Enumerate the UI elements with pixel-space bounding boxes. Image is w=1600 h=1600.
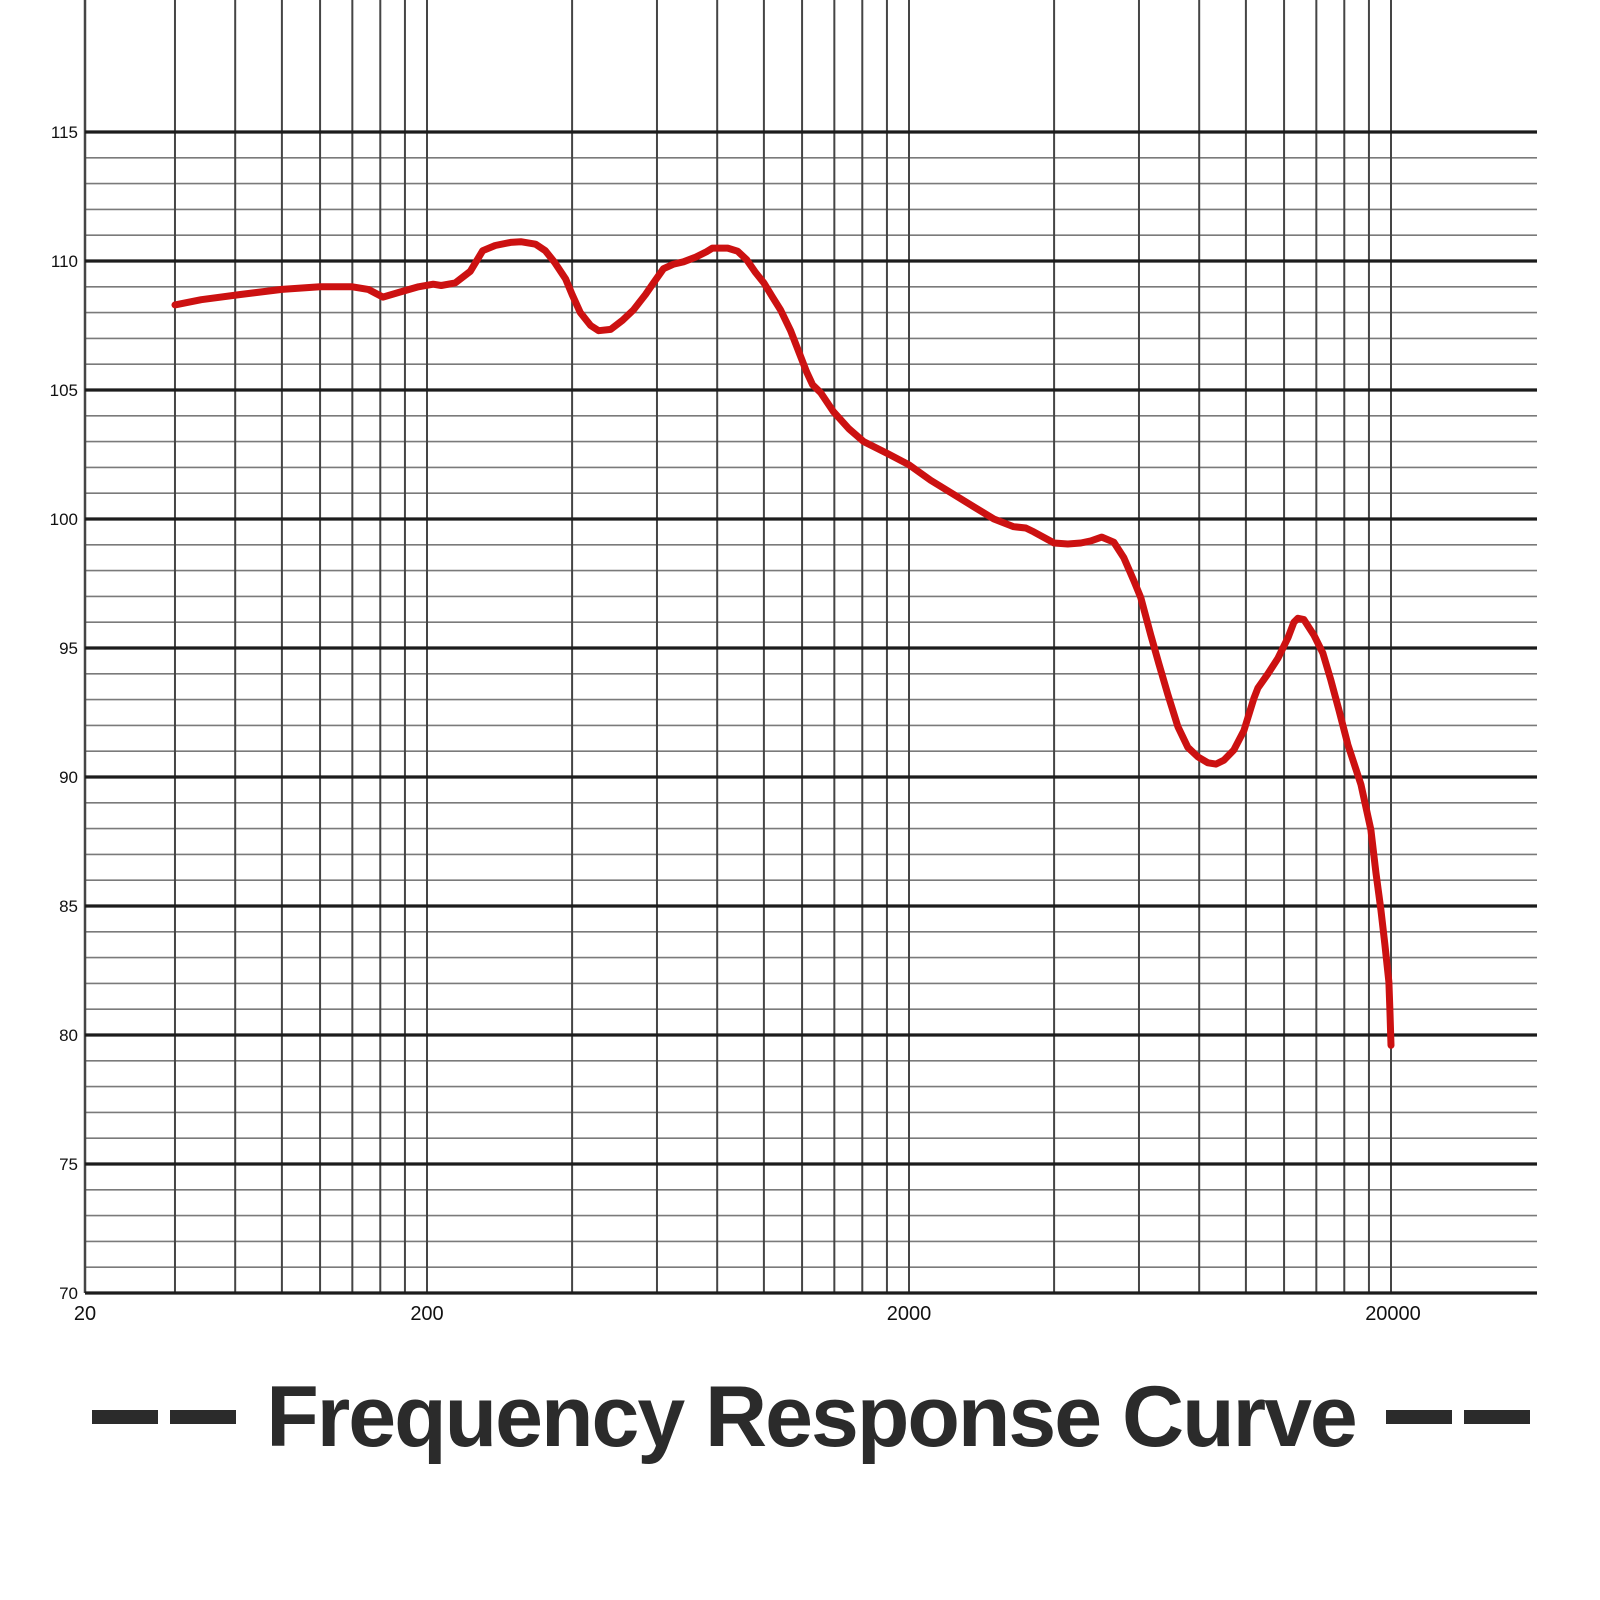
title-dash-bar <box>1463 1410 1530 1424</box>
x-tick-label: 20000 <box>1365 1303 1421 1325</box>
y-tick-label: 75 <box>59 1155 78 1174</box>
y-tick-label: 110 <box>51 252 78 271</box>
y-tick-label: 100 <box>50 510 78 529</box>
y-tick-label: 80 <box>59 1026 78 1045</box>
y-tick-label: 70 <box>59 1284 78 1303</box>
major-horizontal-gridlines <box>85 130 1537 1295</box>
y-tick-label: 85 <box>59 897 78 916</box>
frequency-response-curve <box>171 238 1395 1049</box>
title-dash-left <box>86 1410 242 1424</box>
title-dash-right <box>1380 1410 1536 1424</box>
y-axis-tick-labels: 115 110 105 100 95 90 85 80 75 70 <box>50 123 78 1303</box>
y-tick-label: 90 <box>59 768 78 787</box>
y-tick-label: 115 <box>51 123 78 142</box>
x-tick-label: 20 <box>74 1303 96 1325</box>
y-tick-label: 105 <box>50 381 78 400</box>
x-axis-tick-labels: 20 200 2000 20000 <box>74 1303 1421 1325</box>
y-tick-label: 95 <box>59 639 78 658</box>
chart-title: Frequency Response Curve <box>266 1368 1357 1465</box>
chart-title-row: Frequency Response Curve <box>85 1352 1537 1482</box>
title-dash-bar <box>92 1410 159 1424</box>
x-tick-label: 2000 <box>887 1303 932 1325</box>
x-tick-label: 200 <box>410 1303 443 1325</box>
title-dash-bar <box>170 1410 237 1424</box>
title-dash-bar <box>1385 1410 1452 1424</box>
minor-horizontal-gridlines <box>85 157 1537 1268</box>
